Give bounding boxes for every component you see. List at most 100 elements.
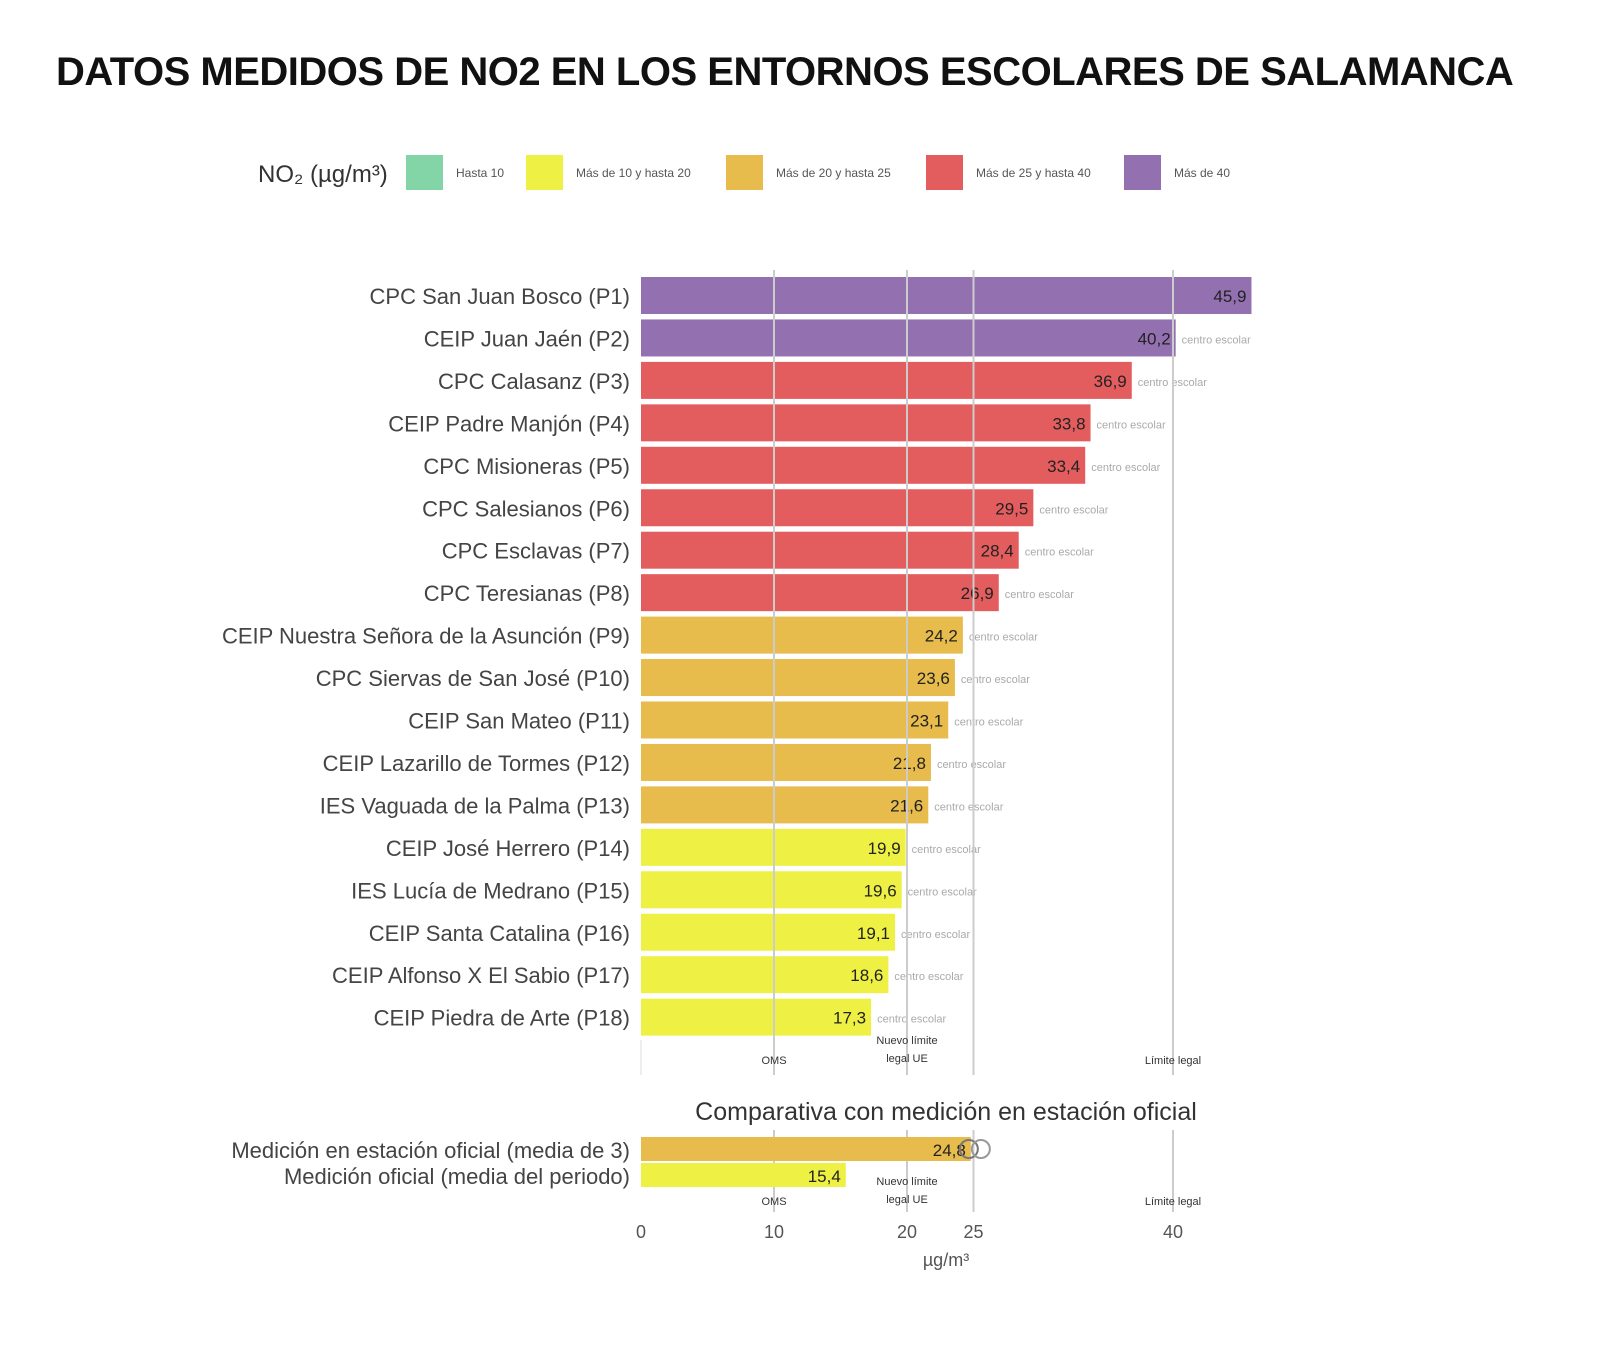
legend-label: Más de 10 y hasta 20 xyxy=(576,166,691,180)
bar-note: centro escolar xyxy=(912,844,981,856)
bar xyxy=(641,489,1034,527)
x-tick-label: 25 xyxy=(963,1222,983,1242)
data-label: 29,5 xyxy=(995,499,1028,518)
data-label: 17,3 xyxy=(833,1009,866,1028)
bar-note: centro escolar xyxy=(1182,334,1251,346)
comparison-bar xyxy=(641,1163,846,1187)
bar-note: centro escolar xyxy=(1005,589,1074,601)
bar-note: centro escolar xyxy=(969,632,1038,644)
bar xyxy=(641,616,963,654)
data-label: 45,9 xyxy=(1213,287,1246,306)
category-label: CPC Misioneras (P5) xyxy=(423,454,630,479)
data-label: 33,8 xyxy=(1052,414,1085,433)
bar-note: centro escolar xyxy=(954,717,1023,729)
category-label: CPC Esclavas (P7) xyxy=(442,539,630,564)
category-label: CPC Siervas de San José (P10) xyxy=(316,666,630,691)
marker-circle xyxy=(958,1139,979,1159)
bar-note: centro escolar xyxy=(894,971,963,983)
bar xyxy=(641,404,1091,442)
bar-note: centro escolar xyxy=(1025,547,1094,559)
x-axis-label: µg/m³ xyxy=(923,1250,969,1270)
category-label: IES Lucía de Medrano (P15) xyxy=(351,878,630,903)
comparison-label: Medición oficial (media del periodo) xyxy=(284,1164,630,1189)
comparison-bar xyxy=(641,1137,971,1161)
chart-title: DATOS MEDIDOS DE NO2 EN LOS ENTORNOS ESC… xyxy=(56,50,1514,94)
bar xyxy=(641,319,1176,357)
bar xyxy=(641,277,1252,314)
category-label: CPC San Juan Bosco (P1) xyxy=(370,284,630,309)
bar xyxy=(641,659,955,697)
bar-note: centro escolar xyxy=(961,674,1030,686)
category-label: CPC Calasanz (P3) xyxy=(438,369,630,394)
category-label: IES Vaguada de la Palma (P13) xyxy=(320,793,630,818)
legend-label: Más de 25 y hasta 40 xyxy=(976,166,1091,180)
comparison-title: Comparativa con medición en estación ofi… xyxy=(695,1098,1197,1126)
data-label: 40,2 xyxy=(1138,329,1171,348)
x-tick-label: 40 xyxy=(1163,1222,1183,1242)
legend-title: NO₂ (µg/m³) xyxy=(258,161,388,188)
legend-label: Hasta 10 xyxy=(456,166,504,180)
comparison-reference-label: legal UE xyxy=(886,1194,928,1206)
data-label: 21,8 xyxy=(893,754,926,773)
category-label: CEIP San Mateo (P11) xyxy=(408,709,630,734)
bar xyxy=(641,574,999,612)
category-label: CEIP Alfonso X El Sabio (P17) xyxy=(332,963,630,988)
reference-label: OMS xyxy=(761,1055,786,1067)
comparison-data-label: 15,4 xyxy=(808,1167,841,1186)
bar-note: centro escolar xyxy=(1091,462,1160,474)
legend-swatch xyxy=(526,155,563,190)
marker-circle xyxy=(970,1139,991,1159)
x-tick-label: 0 xyxy=(636,1222,646,1242)
data-label: 19,1 xyxy=(857,924,890,943)
bar-note: centro escolar xyxy=(901,929,970,941)
category-label: CEIP Padre Manjón (P4) xyxy=(388,411,630,436)
category-label: CPC Salesianos (P6) xyxy=(422,496,630,521)
comparison-data-label: 24,8 xyxy=(933,1141,966,1160)
comparison-label: Medición en estación oficial (media de 3… xyxy=(231,1138,630,1163)
data-label: 19,9 xyxy=(868,839,901,858)
bar-note: centro escolar xyxy=(934,801,1003,813)
legend-swatch xyxy=(726,155,763,190)
bar xyxy=(641,701,949,739)
data-label: 18,6 xyxy=(850,966,883,985)
bar xyxy=(641,361,1132,399)
reference-label: Nuevo límite xyxy=(876,1035,937,1047)
reference-label: Límite legal xyxy=(1145,1055,1201,1067)
data-label: 19,6 xyxy=(864,881,897,900)
data-label: 24,2 xyxy=(925,627,958,646)
bar xyxy=(641,531,1019,569)
comparison-reference-label: OMS xyxy=(761,1196,786,1208)
x-tick-label: 10 xyxy=(764,1222,784,1242)
data-label: 23,6 xyxy=(917,669,950,688)
category-label: CPC Teresianas (P8) xyxy=(424,581,630,606)
bar xyxy=(641,913,896,951)
legend-swatch xyxy=(926,155,963,190)
reference-label: legal UE xyxy=(886,1053,928,1065)
category-label: CEIP Juan Jaén (P2) xyxy=(424,326,630,351)
bar xyxy=(641,871,902,909)
bar-note: centro escolar xyxy=(1039,504,1108,516)
bar xyxy=(641,743,931,781)
data-label: 23,1 xyxy=(910,712,943,731)
bar xyxy=(641,786,929,824)
data-label: 36,9 xyxy=(1094,372,1127,391)
data-label: 33,4 xyxy=(1047,457,1080,476)
category-label: CEIP Piedra de Arte (P18) xyxy=(374,1006,630,1031)
bar xyxy=(641,998,872,1036)
legend-label: Más de 20 y hasta 25 xyxy=(776,166,891,180)
legend-swatch xyxy=(1124,155,1161,190)
category-label: CEIP José Herrero (P14) xyxy=(386,836,630,861)
category-label: CEIP Lazarillo de Tormes (P12) xyxy=(323,751,630,776)
data-label: 26,9 xyxy=(961,584,994,603)
bar-note: centro escolar xyxy=(908,886,977,898)
legend-label: Más de 40 xyxy=(1174,166,1230,180)
bar xyxy=(641,446,1086,484)
category-label: CEIP Nuestra Señora de la Asunción (P9) xyxy=(222,624,630,649)
bar-note: centro escolar xyxy=(1097,419,1166,431)
bar-note: centro escolar xyxy=(877,1014,946,1026)
legend-swatch xyxy=(406,155,443,190)
category-label: CEIP Santa Catalina (P16) xyxy=(369,921,630,946)
comparison-reference-label: Nuevo límite xyxy=(876,1176,937,1188)
bar-note: centro escolar xyxy=(937,759,1006,771)
